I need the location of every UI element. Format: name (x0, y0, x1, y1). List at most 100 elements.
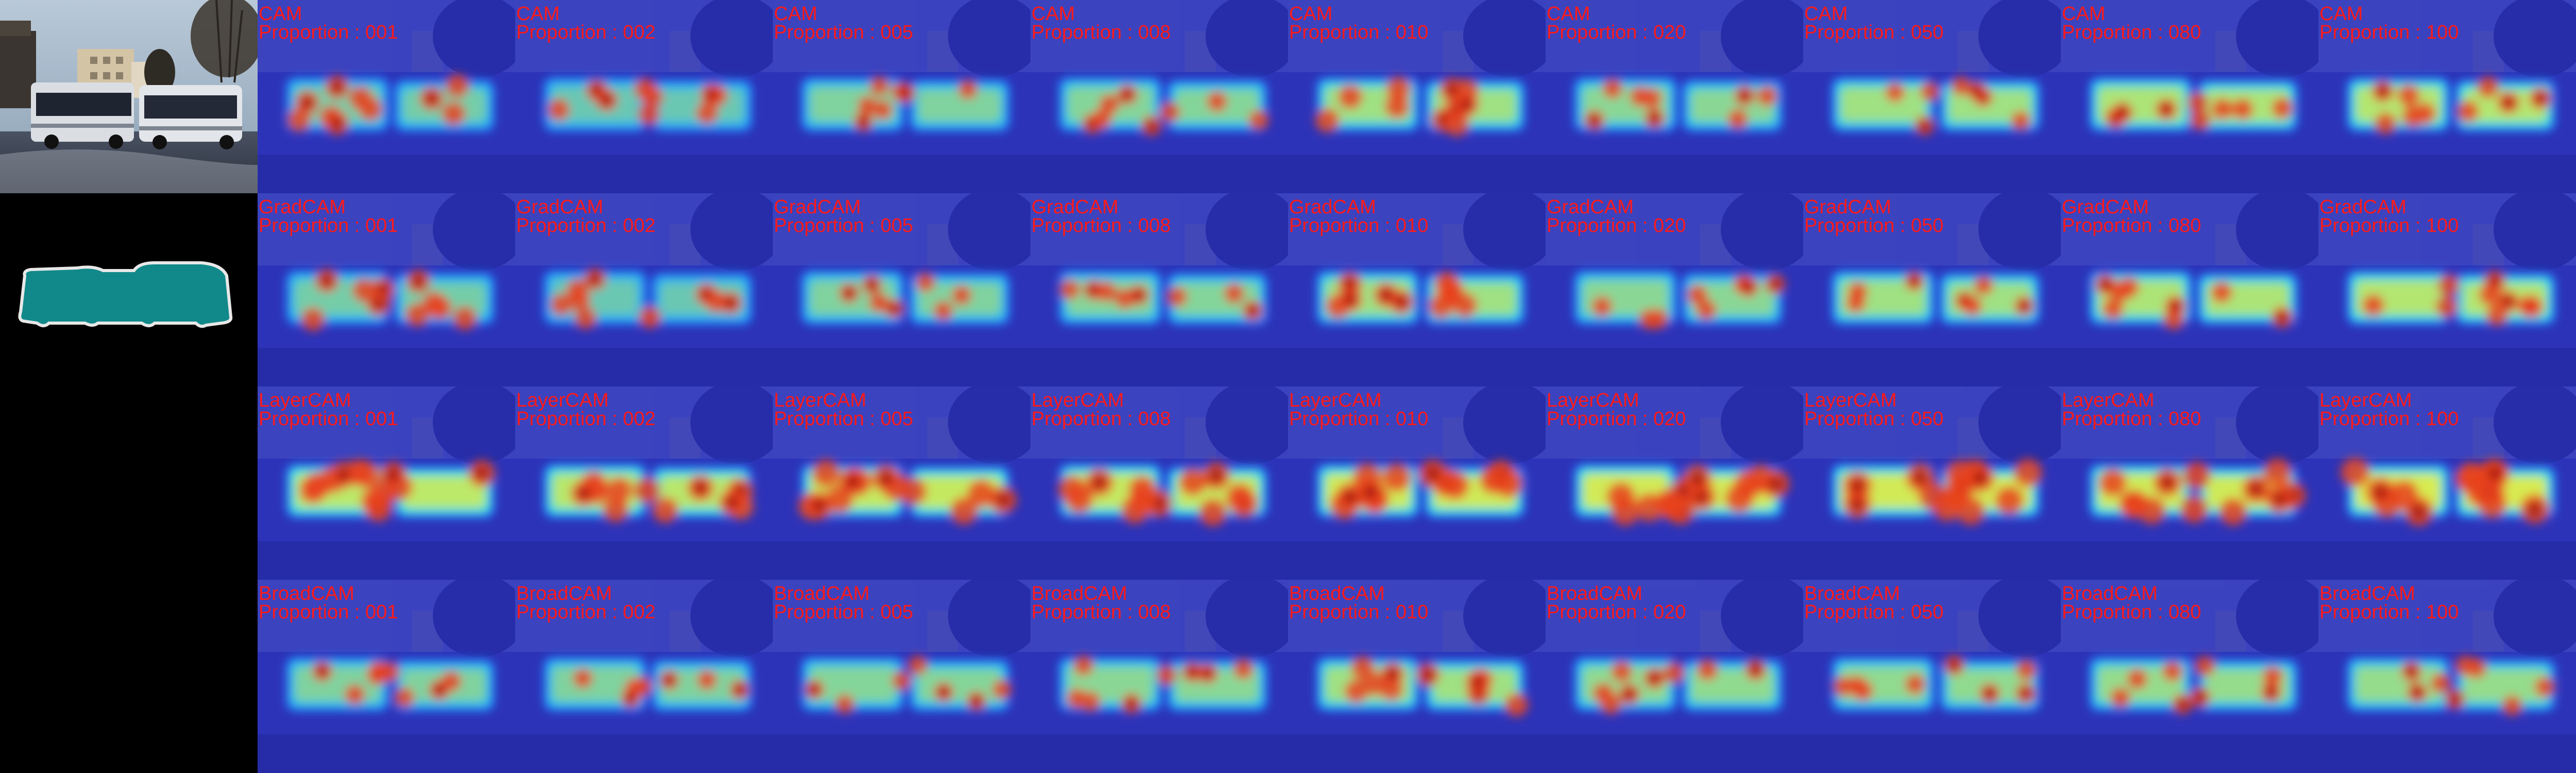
proportion-label: Proportion : 008 (1031, 601, 1171, 623)
heatmap-overlay (258, 0, 515, 193)
proportion-label: Proportion : 008 (1031, 22, 1171, 43)
proportion-label: Proportion : 020 (1547, 22, 1686, 43)
heatmap-overlay (1546, 193, 1803, 386)
method-label: GradCAM (1804, 196, 1891, 218)
method-label: GradCAM (2319, 196, 2406, 218)
proportion-label: Proportion : 010 (1289, 601, 1429, 623)
heatmap-overlay (1288, 386, 1546, 580)
heatmap-tile-layercam-3: LayerCAM Proportion : 008 (1030, 386, 1288, 580)
method-label: CAM (2062, 3, 2106, 25)
proportion-label: Proportion : 050 (1804, 22, 1944, 43)
proportion-label: Proportion : 080 (2062, 601, 2201, 623)
proportion-label: Proportion : 020 (1547, 601, 1686, 623)
heatmap-overlay (2318, 0, 2576, 193)
heatmap-tile-cam-7: CAM Proportion : 080 (2061, 0, 2318, 193)
proportion-label: Proportion : 100 (2319, 215, 2459, 237)
heatmap-overlay (773, 580, 1030, 773)
heatmap-overlay (258, 193, 515, 386)
proportion-label: Proportion : 010 (1289, 22, 1429, 43)
proportion-label: Proportion : 005 (774, 215, 913, 237)
method-label: BroadCAM (774, 583, 870, 604)
heatmap-tile-cam-0: CAM Proportion : 001 (258, 0, 515, 193)
proportion-label: Proportion : 050 (1804, 601, 1944, 623)
heatmap-overlay (1803, 580, 2061, 773)
heatmap-overlay (1803, 0, 2061, 193)
proportion-label: Proportion : 020 (1547, 215, 1686, 237)
method-label: LayerCAM (774, 390, 867, 411)
proportion-label: Proportion : 001 (259, 408, 398, 430)
heatmap-tile-broadcam-7: BroadCAM Proportion : 080 (2061, 580, 2318, 773)
heatmap-overlay (515, 193, 773, 386)
heatmap-tile-gradcam-0: GradCAM Proportion : 001 (258, 193, 515, 386)
heatmap-tile-gradcam-4: GradCAM Proportion : 010 (1288, 193, 1546, 386)
method-label: BroadCAM (516, 583, 612, 604)
heatmap-tile-broadcam-6: BroadCAM Proportion : 050 (1803, 580, 2061, 773)
method-label: BroadCAM (259, 583, 354, 604)
proportion-label: Proportion : 080 (2062, 22, 2201, 43)
method-label: CAM (259, 3, 302, 25)
heatmap-tile-layercam-8: LayerCAM Proportion : 100 (2318, 386, 2576, 580)
method-label: GradCAM (516, 196, 603, 218)
heatmap-tile-gradcam-8: GradCAM Proportion : 100 (2318, 193, 2576, 386)
heatmap-overlay (258, 580, 515, 773)
method-label: BroadCAM (1547, 583, 1642, 604)
ground-truth-mask-panel (0, 193, 258, 386)
method-label: GradCAM (1289, 196, 1376, 218)
heatmap-tile-broadcam-4: BroadCAM Proportion : 010 (1288, 580, 1546, 773)
heatmap-overlay (1030, 0, 1288, 193)
heatmap-tile-layercam-4: LayerCAM Proportion : 010 (1288, 386, 1546, 580)
proportion-label: Proportion : 005 (774, 22, 913, 43)
heatmap-overlay (1546, 386, 1803, 580)
method-label: CAM (1289, 3, 1333, 25)
method-label: CAM (1547, 3, 1590, 25)
heatmap-overlay (2061, 0, 2318, 193)
method-label: BroadCAM (2062, 583, 2158, 604)
heatmap-tile-layercam-6: LayerCAM Proportion : 050 (1803, 386, 2061, 580)
proportion-label: Proportion : 100 (2319, 22, 2459, 43)
heatmap-tile-cam-2: CAM Proportion : 005 (773, 0, 1030, 193)
proportion-label: Proportion : 080 (2062, 408, 2201, 430)
method-label: BroadCAM (1289, 583, 1385, 604)
heatmap-overlay (1030, 580, 1288, 773)
proportion-label: Proportion : 008 (1031, 215, 1171, 237)
proportion-label: Proportion : 001 (259, 601, 398, 623)
proportion-label: Proportion : 010 (1289, 408, 1429, 430)
method-label: LayerCAM (1031, 390, 1124, 411)
method-label: CAM (516, 3, 560, 25)
heatmap-overlay (2061, 386, 2318, 580)
proportion-label: Proportion : 010 (1289, 215, 1429, 237)
heatmap-overlay (2061, 193, 2318, 386)
proportion-label: Proportion : 002 (516, 408, 656, 430)
proportion-label: Proportion : 005 (774, 408, 913, 430)
method-label: GradCAM (1031, 196, 1118, 218)
method-label: CAM (1804, 3, 1848, 25)
left-column (0, 0, 263, 773)
heatmap-tile-cam-4: CAM Proportion : 010 (1288, 0, 1546, 193)
heatmap-tile-broadcam-5: BroadCAM Proportion : 020 (1546, 580, 1803, 773)
proportion-label: Proportion : 050 (1804, 408, 1944, 430)
heatmap-overlay (2318, 580, 2576, 773)
method-label: GradCAM (2062, 196, 2149, 218)
bus-photo-icon (0, 0, 263, 193)
method-label: LayerCAM (259, 390, 351, 411)
heatmap-overlay (1030, 193, 1288, 386)
cam-comparison-grid: CAM Proportion : 001 CAM Proportion : 002 CA… (258, 0, 2576, 773)
heatmap-tile-gradcam-7: GradCAM Proportion : 080 (2061, 193, 2318, 386)
heatmap-tile-gradcam-3: GradCAM Proportion : 008 (1030, 193, 1288, 386)
method-label: CAM (2319, 3, 2363, 25)
method-label: LayerCAM (516, 390, 609, 411)
heatmap-tile-layercam-7: LayerCAM Proportion : 080 (2061, 386, 2318, 580)
method-label: CAM (1031, 3, 1075, 25)
heatmap-overlay (1546, 0, 1803, 193)
heatmap-overlay (2318, 193, 2576, 386)
heatmap-tile-layercam-0: LayerCAM Proportion : 001 (258, 386, 515, 580)
heatmap-tile-cam-8: CAM Proportion : 100 (2318, 0, 2576, 193)
heatmap-overlay (2061, 580, 2318, 773)
method-label: GradCAM (774, 196, 861, 218)
heatmap-tile-cam-1: CAM Proportion : 002 (515, 0, 773, 193)
heatmap-tile-cam-3: CAM Proportion : 008 (1030, 0, 1288, 193)
proportion-label: Proportion : 100 (2319, 408, 2459, 430)
heatmap-tile-broadcam-3: BroadCAM Proportion : 008 (1030, 580, 1288, 773)
bus-mask-icon (18, 261, 233, 328)
method-label: LayerCAM (2319, 390, 2412, 411)
